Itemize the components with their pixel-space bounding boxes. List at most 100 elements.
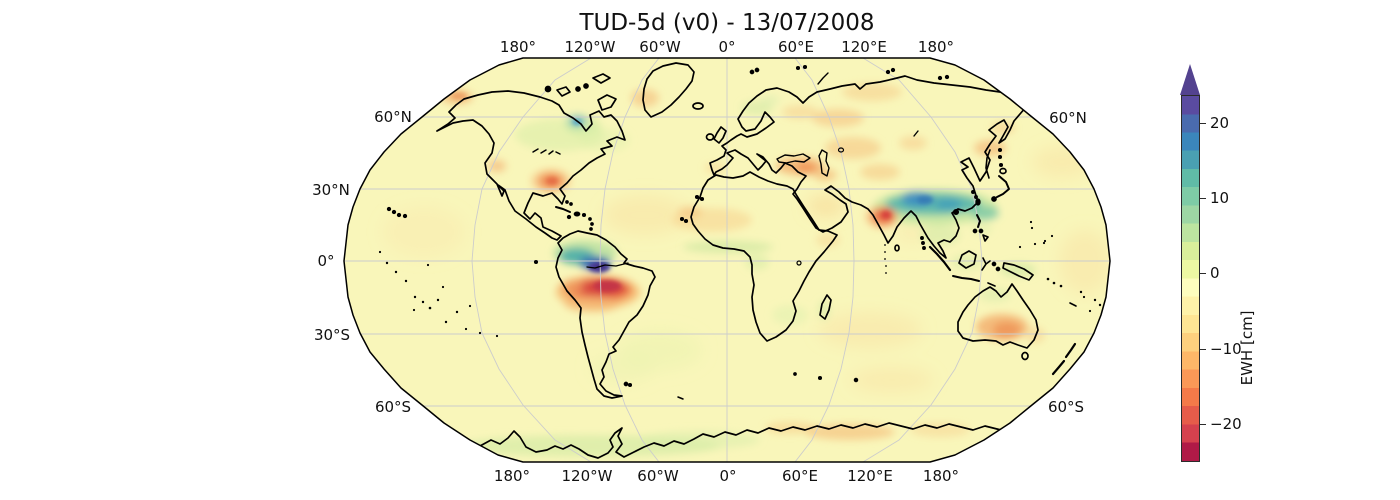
coast-new-guinea bbox=[1002, 262, 1034, 281]
coast-arctic-islands bbox=[556, 73, 617, 111]
lon-label-bottom-60w: 60°W bbox=[637, 467, 679, 485]
pacific-islands-west bbox=[378, 250, 499, 338]
tint-horn-orange bbox=[816, 233, 840, 247]
coastlines bbox=[378, 62, 1102, 459]
anomaly-central-asia-negative bbox=[812, 83, 1015, 180]
anomaly-us-west-negative bbox=[488, 160, 506, 172]
lat-label-left-0: 0° bbox=[317, 252, 335, 270]
coast-cuba bbox=[555, 206, 571, 213]
lat-label-left-60n: 60°N bbox=[374, 108, 412, 126]
coast-sulawesi bbox=[981, 257, 991, 271]
coast-south-georgia bbox=[677, 396, 684, 400]
tint-sahel-green bbox=[683, 241, 773, 253]
anomaly-australia-negative bbox=[976, 288, 1045, 343]
ocean-tints bbox=[382, 146, 1110, 393]
lon-label-bottom-180w: 180° bbox=[493, 467, 531, 485]
coast-antarctica bbox=[433, 422, 1091, 459]
core-monsoon-blue bbox=[917, 196, 933, 204]
lon-label-bottom-0: 0° bbox=[719, 467, 737, 485]
coast-australia bbox=[957, 283, 1039, 349]
coast-sumatra bbox=[928, 245, 952, 272]
colorbar-tickmark-20 bbox=[1200, 123, 1206, 125]
lon-label-top-180e: 180° bbox=[917, 38, 955, 56]
colorbar-tickmark-neg20 bbox=[1200, 424, 1206, 426]
coast-taiwan bbox=[975, 198, 981, 206]
coast-tasmania bbox=[1021, 351, 1029, 361]
colorbar-ticklabel-10: 10 bbox=[1210, 189, 1230, 207]
lat-label-left-30n: 30°N bbox=[312, 181, 350, 199]
lake-victoria bbox=[796, 260, 802, 266]
coast-hokkaido bbox=[999, 167, 1007, 175]
lat-label-left-60s: 60°S bbox=[374, 398, 412, 416]
colorbar-tickmark-0 bbox=[1200, 273, 1206, 275]
tint-philippines-green bbox=[972, 220, 992, 236]
colorbar-extend-arrow bbox=[1180, 64, 1200, 95]
coast-eurasia bbox=[709, 75, 1031, 259]
colorbar-ticklabel-20: 20 bbox=[1210, 114, 1230, 132]
colorbar-tickmark-10 bbox=[1200, 198, 1206, 200]
coast-philippines bbox=[976, 214, 981, 228]
lon-label-top-120e: 120°E bbox=[841, 38, 887, 56]
lake-baikal bbox=[913, 130, 919, 137]
core-se-us-orange bbox=[546, 177, 558, 185]
colorbar-axis-label: EWH [cm] bbox=[1238, 310, 1256, 386]
lon-label-top-120w: 120°W bbox=[564, 38, 616, 56]
coast-new-caledonia bbox=[1069, 302, 1077, 307]
coast-timor bbox=[987, 282, 996, 287]
coast-borneo bbox=[958, 250, 977, 269]
coast-honshu bbox=[996, 175, 1010, 198]
coast-caspian-sea bbox=[818, 149, 830, 177]
pacific-islands-east bbox=[1018, 220, 1102, 313]
coast-iceland bbox=[692, 102, 704, 110]
coast-black-sea bbox=[776, 153, 811, 164]
lon-label-top-180w: 180° bbox=[499, 38, 537, 56]
coast-south-america bbox=[555, 230, 656, 399]
lon-label-bottom-120e: 120°E bbox=[847, 467, 893, 485]
tint-canada-green-2 bbox=[580, 128, 630, 152]
tint-wafrica-orange bbox=[678, 206, 702, 218]
coast-hainan bbox=[952, 208, 960, 216]
colorbar-ticklabel-0: 0 bbox=[1210, 264, 1220, 282]
lat-label-right-60n: 60°N bbox=[1049, 109, 1087, 127]
coast-java bbox=[952, 275, 980, 282]
core-brazil-dark-red bbox=[593, 280, 621, 292]
lon-label-top-60w: 60°W bbox=[639, 38, 681, 56]
great-lakes bbox=[532, 148, 561, 155]
coast-africa bbox=[690, 171, 838, 342]
tint-new-guinea-green bbox=[1000, 263, 1036, 277]
colorbar-gradient bbox=[1181, 95, 1200, 462]
coast-novaya-zemlya bbox=[817, 72, 829, 85]
colorbar-ticklabel-neg20: −20 bbox=[1210, 415, 1242, 433]
lon-label-bottom-180e: 180° bbox=[922, 467, 960, 485]
lat-label-right-60s: 60°S bbox=[1047, 398, 1085, 416]
coast-new-zealand bbox=[1051, 342, 1077, 376]
lon-label-bottom-120w: 120°W bbox=[561, 467, 613, 485]
tint-se-africa-green bbox=[772, 305, 808, 325]
figure-title: TUD-5d (v0) - 13/07/2008 bbox=[579, 10, 875, 36]
core-alaska-orange bbox=[451, 92, 467, 100]
map-boundary bbox=[343, 57, 1111, 463]
colorbar-tickmark-neg10 bbox=[1200, 349, 1206, 351]
lat-label-left-30s: 30°S bbox=[313, 326, 351, 344]
gridlines bbox=[344, 58, 1110, 462]
coast-madagascar bbox=[819, 294, 832, 320]
coast-sri-lanka bbox=[894, 244, 900, 252]
lon-label-top-60e: 60°E bbox=[777, 38, 815, 56]
coast-sakhalin bbox=[985, 149, 991, 179]
core-nw-india-red bbox=[881, 211, 891, 219]
maldives-chain bbox=[884, 244, 887, 274]
coast-north-america bbox=[436, 90, 626, 241]
anomaly-greenland-negative bbox=[631, 89, 659, 107]
coast-ireland bbox=[705, 133, 715, 141]
coast-greenland bbox=[642, 62, 695, 118]
tint-scandinavia-green-2 bbox=[760, 95, 780, 105]
coast-aral bbox=[837, 147, 845, 153]
tint-nw-russia-orange bbox=[782, 105, 818, 119]
lon-label-bottom-60e: 60°E bbox=[781, 467, 819, 485]
colorbar-ticklabel-neg10: −10 bbox=[1210, 340, 1242, 358]
coast-britain bbox=[713, 126, 727, 144]
amazon-river bbox=[586, 262, 629, 269]
lon-label-top-0: 0° bbox=[718, 38, 736, 56]
